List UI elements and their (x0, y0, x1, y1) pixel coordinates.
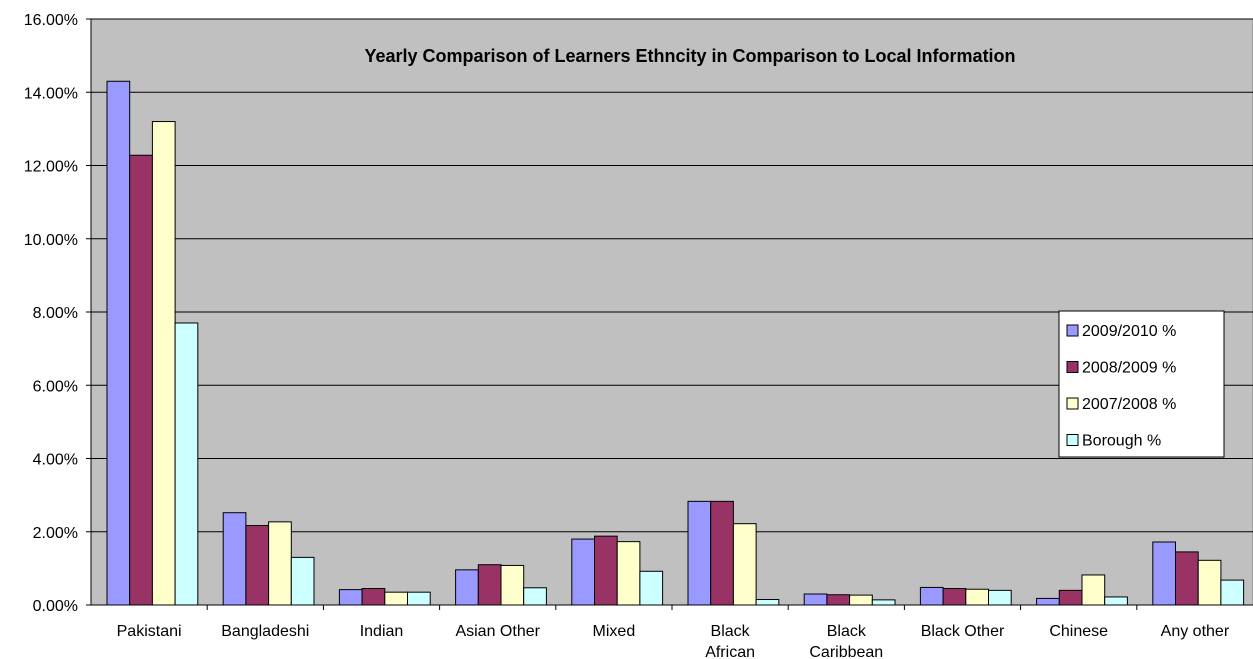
legend-swatch (1066, 397, 1079, 410)
chart-title: Yearly Comparison of Learners Ethncity i… (364, 46, 1015, 66)
bar (174, 322, 199, 606)
bar (732, 523, 757, 606)
bar (455, 569, 479, 606)
bar (1175, 551, 1199, 606)
bar (687, 500, 712, 606)
y-tick-label: 4.00% (33, 452, 78, 469)
y-tick-label: 0.00% (33, 598, 78, 615)
y-tick-labels: 0.00% 2.00% 4.00% 6.00% 8.00% 10.00% 12.00% 14.… (24, 12, 78, 615)
bar (919, 586, 944, 606)
x-category-label: Bangladeshi (221, 623, 309, 640)
y-tick-label: 16.00% (24, 12, 78, 29)
bar (1036, 597, 1060, 606)
x-category-label: Any other (1161, 623, 1230, 640)
bar (942, 588, 967, 606)
bar (594, 535, 618, 606)
bar (384, 591, 408, 606)
x-category-label: Caribbean (809, 644, 883, 659)
bar (338, 589, 363, 606)
x-category-label: Pakistani (117, 623, 182, 640)
legend-label: 2009/2010 % (1082, 323, 1176, 340)
bar (1152, 541, 1177, 606)
bar (500, 564, 525, 606)
x-category-label: Black Other (921, 623, 1005, 640)
legend-label: Borough % (1082, 433, 1161, 450)
y-tick-label: 8.00% (33, 305, 78, 322)
y-tick-label: 2.00% (33, 525, 78, 542)
bar (151, 121, 176, 606)
bar (290, 556, 315, 606)
legend-label: 2008/2009 % (1082, 360, 1176, 377)
bar (1220, 579, 1245, 606)
bar (361, 588, 386, 606)
bar (803, 593, 828, 606)
bar (849, 594, 873, 606)
bar (710, 500, 734, 606)
bar (1058, 589, 1083, 606)
y-tick-label: 6.00% (33, 378, 78, 395)
x-category-label: Black (827, 623, 867, 640)
bar (1104, 596, 1128, 606)
bar (477, 564, 502, 606)
legend-swatch (1066, 434, 1079, 446)
x-category-label: Chinese (1049, 623, 1108, 640)
bar (222, 512, 247, 606)
bar (1081, 574, 1106, 606)
bar (407, 591, 431, 606)
bars (106, 80, 1245, 606)
bar (106, 80, 131, 606)
x-category-labels: Pakistani Bangladeshi Indian Asian Other Mix… (117, 623, 1230, 659)
bar (268, 521, 292, 606)
bar (245, 525, 270, 606)
x-category-label: Mixed (593, 623, 636, 640)
x-category-label: Indian (360, 623, 404, 640)
axes (90, 19, 1253, 610)
y-tick-label: 14.00% (24, 85, 78, 102)
x-category-label: African (705, 644, 755, 659)
bar (988, 589, 1012, 606)
bar (639, 570, 664, 606)
legend-swatch (1066, 324, 1079, 337)
legend-swatch (1066, 361, 1079, 373)
y-tick-label: 12.00% (24, 159, 78, 176)
legend-label: 2007/2008 % (1082, 396, 1176, 413)
bar (571, 538, 595, 606)
bar (826, 594, 851, 606)
y-tick-label: 10.00% (24, 232, 78, 249)
x-category-label: Black (711, 623, 751, 640)
legend-box (1058, 310, 1225, 458)
bar (616, 541, 641, 606)
bar (129, 154, 153, 606)
bar (523, 587, 547, 606)
bar (965, 588, 989, 606)
legend: 2009/2010 % 2008/2009 % 2007/2008 % Borough… (1058, 310, 1225, 458)
bar (1197, 559, 1222, 606)
bar (755, 599, 780, 606)
bar (871, 599, 896, 606)
x-category-label: Asian Other (455, 623, 540, 640)
